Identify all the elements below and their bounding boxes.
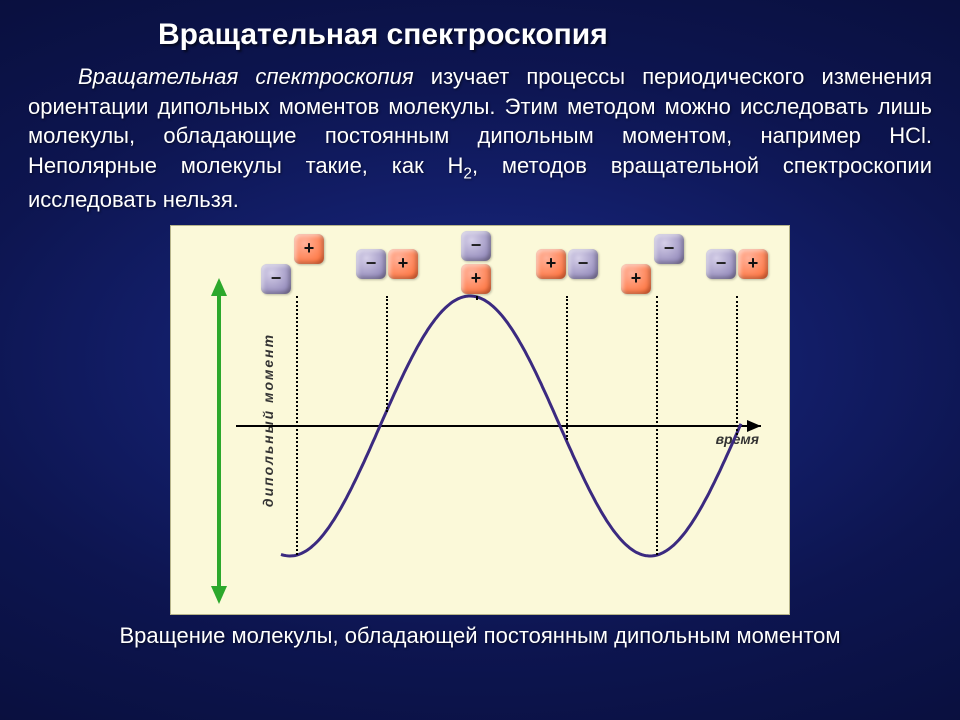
dotted-guide [386, 296, 388, 412]
atom-negative: − [356, 249, 386, 279]
subscript: 2 [463, 165, 472, 182]
figure-container: дипольный момент время −+−+−+−+−+−+ [28, 225, 932, 615]
molecule-0: −+ [266, 234, 326, 294]
atom-negative: − [654, 234, 684, 264]
atom-negative: − [706, 249, 736, 279]
atom-positive: + [294, 234, 324, 264]
figure-caption: Вращение молекулы, обладающей постоянным… [28, 623, 932, 649]
molecule-4: −+ [626, 234, 686, 294]
atom-negative: − [568, 249, 598, 279]
atom-positive: + [388, 249, 418, 279]
diagram-figure: дипольный момент время −+−+−+−+−+−+ [170, 225, 790, 615]
dotted-guide [736, 296, 738, 435]
atom-positive: + [621, 264, 651, 294]
molecule-5: −+ [706, 234, 766, 294]
dotted-guide [656, 296, 658, 555]
molecule-1: −+ [356, 234, 416, 294]
molecule-2: −+ [446, 234, 506, 294]
atom-positive: + [536, 249, 566, 279]
dotted-guide [566, 296, 568, 440]
slide-title: Вращательная спектроскопия [158, 18, 932, 52]
dotted-guide [476, 296, 478, 300]
lead-term: Вращательная спектроскопия [78, 64, 414, 89]
slide-content: Вращательная спектроскопия Вращательная … [0, 0, 960, 661]
dotted-guide [296, 296, 298, 555]
atom-positive: + [461, 264, 491, 294]
molecule-3: −+ [536, 234, 596, 294]
body-paragraph: Вращательная спектроскопия изучает проце… [28, 62, 932, 215]
atom-negative: − [261, 264, 291, 294]
atom-positive: + [738, 249, 768, 279]
atom-negative: − [461, 231, 491, 261]
